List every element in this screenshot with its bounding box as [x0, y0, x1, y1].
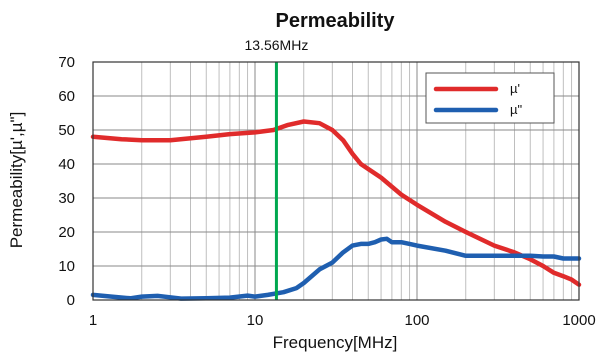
frequency-marker-label: 13.56MHz: [245, 37, 309, 53]
y-tick-label: 40: [58, 156, 75, 173]
y-tick-label: 60: [58, 88, 75, 105]
y-tick-label: 70: [58, 54, 75, 71]
legend-label: µ": [510, 102, 522, 117]
y-tick-label: 0: [67, 292, 75, 309]
y-axis-label: Permeability[µ',µ"]: [7, 112, 26, 249]
legend-box: [425, 72, 555, 124]
series-layer: [90, 119, 582, 301]
y-tick-label: 10: [58, 258, 75, 275]
x-tick-label: 100: [404, 312, 429, 329]
y-tick-label: 30: [58, 190, 75, 207]
y-axis-ticks: 0 10 20 30 40 50 60 70: [58, 54, 75, 309]
annotation-layer: 13.56MHz: [245, 37, 309, 300]
x-axis-label: Frequency[MHz]: [273, 333, 398, 352]
x-tick-label: 10: [247, 312, 264, 329]
x-tick-label: 1000: [562, 312, 595, 329]
series-line-mu-prime: [90, 119, 582, 287]
legend: µ' µ": [425, 72, 555, 124]
chart-title: Permeability: [276, 10, 396, 32]
y-tick-label: 50: [58, 122, 75, 139]
x-axis-ticks: 1 10 100 1000: [89, 312, 596, 329]
series-line-mu-double-prime: [90, 236, 582, 301]
x-tick-label: 1: [89, 312, 97, 329]
y-tick-label: 20: [58, 224, 75, 241]
plot-frame: [92, 61, 580, 301]
legend-label: µ': [510, 81, 520, 96]
